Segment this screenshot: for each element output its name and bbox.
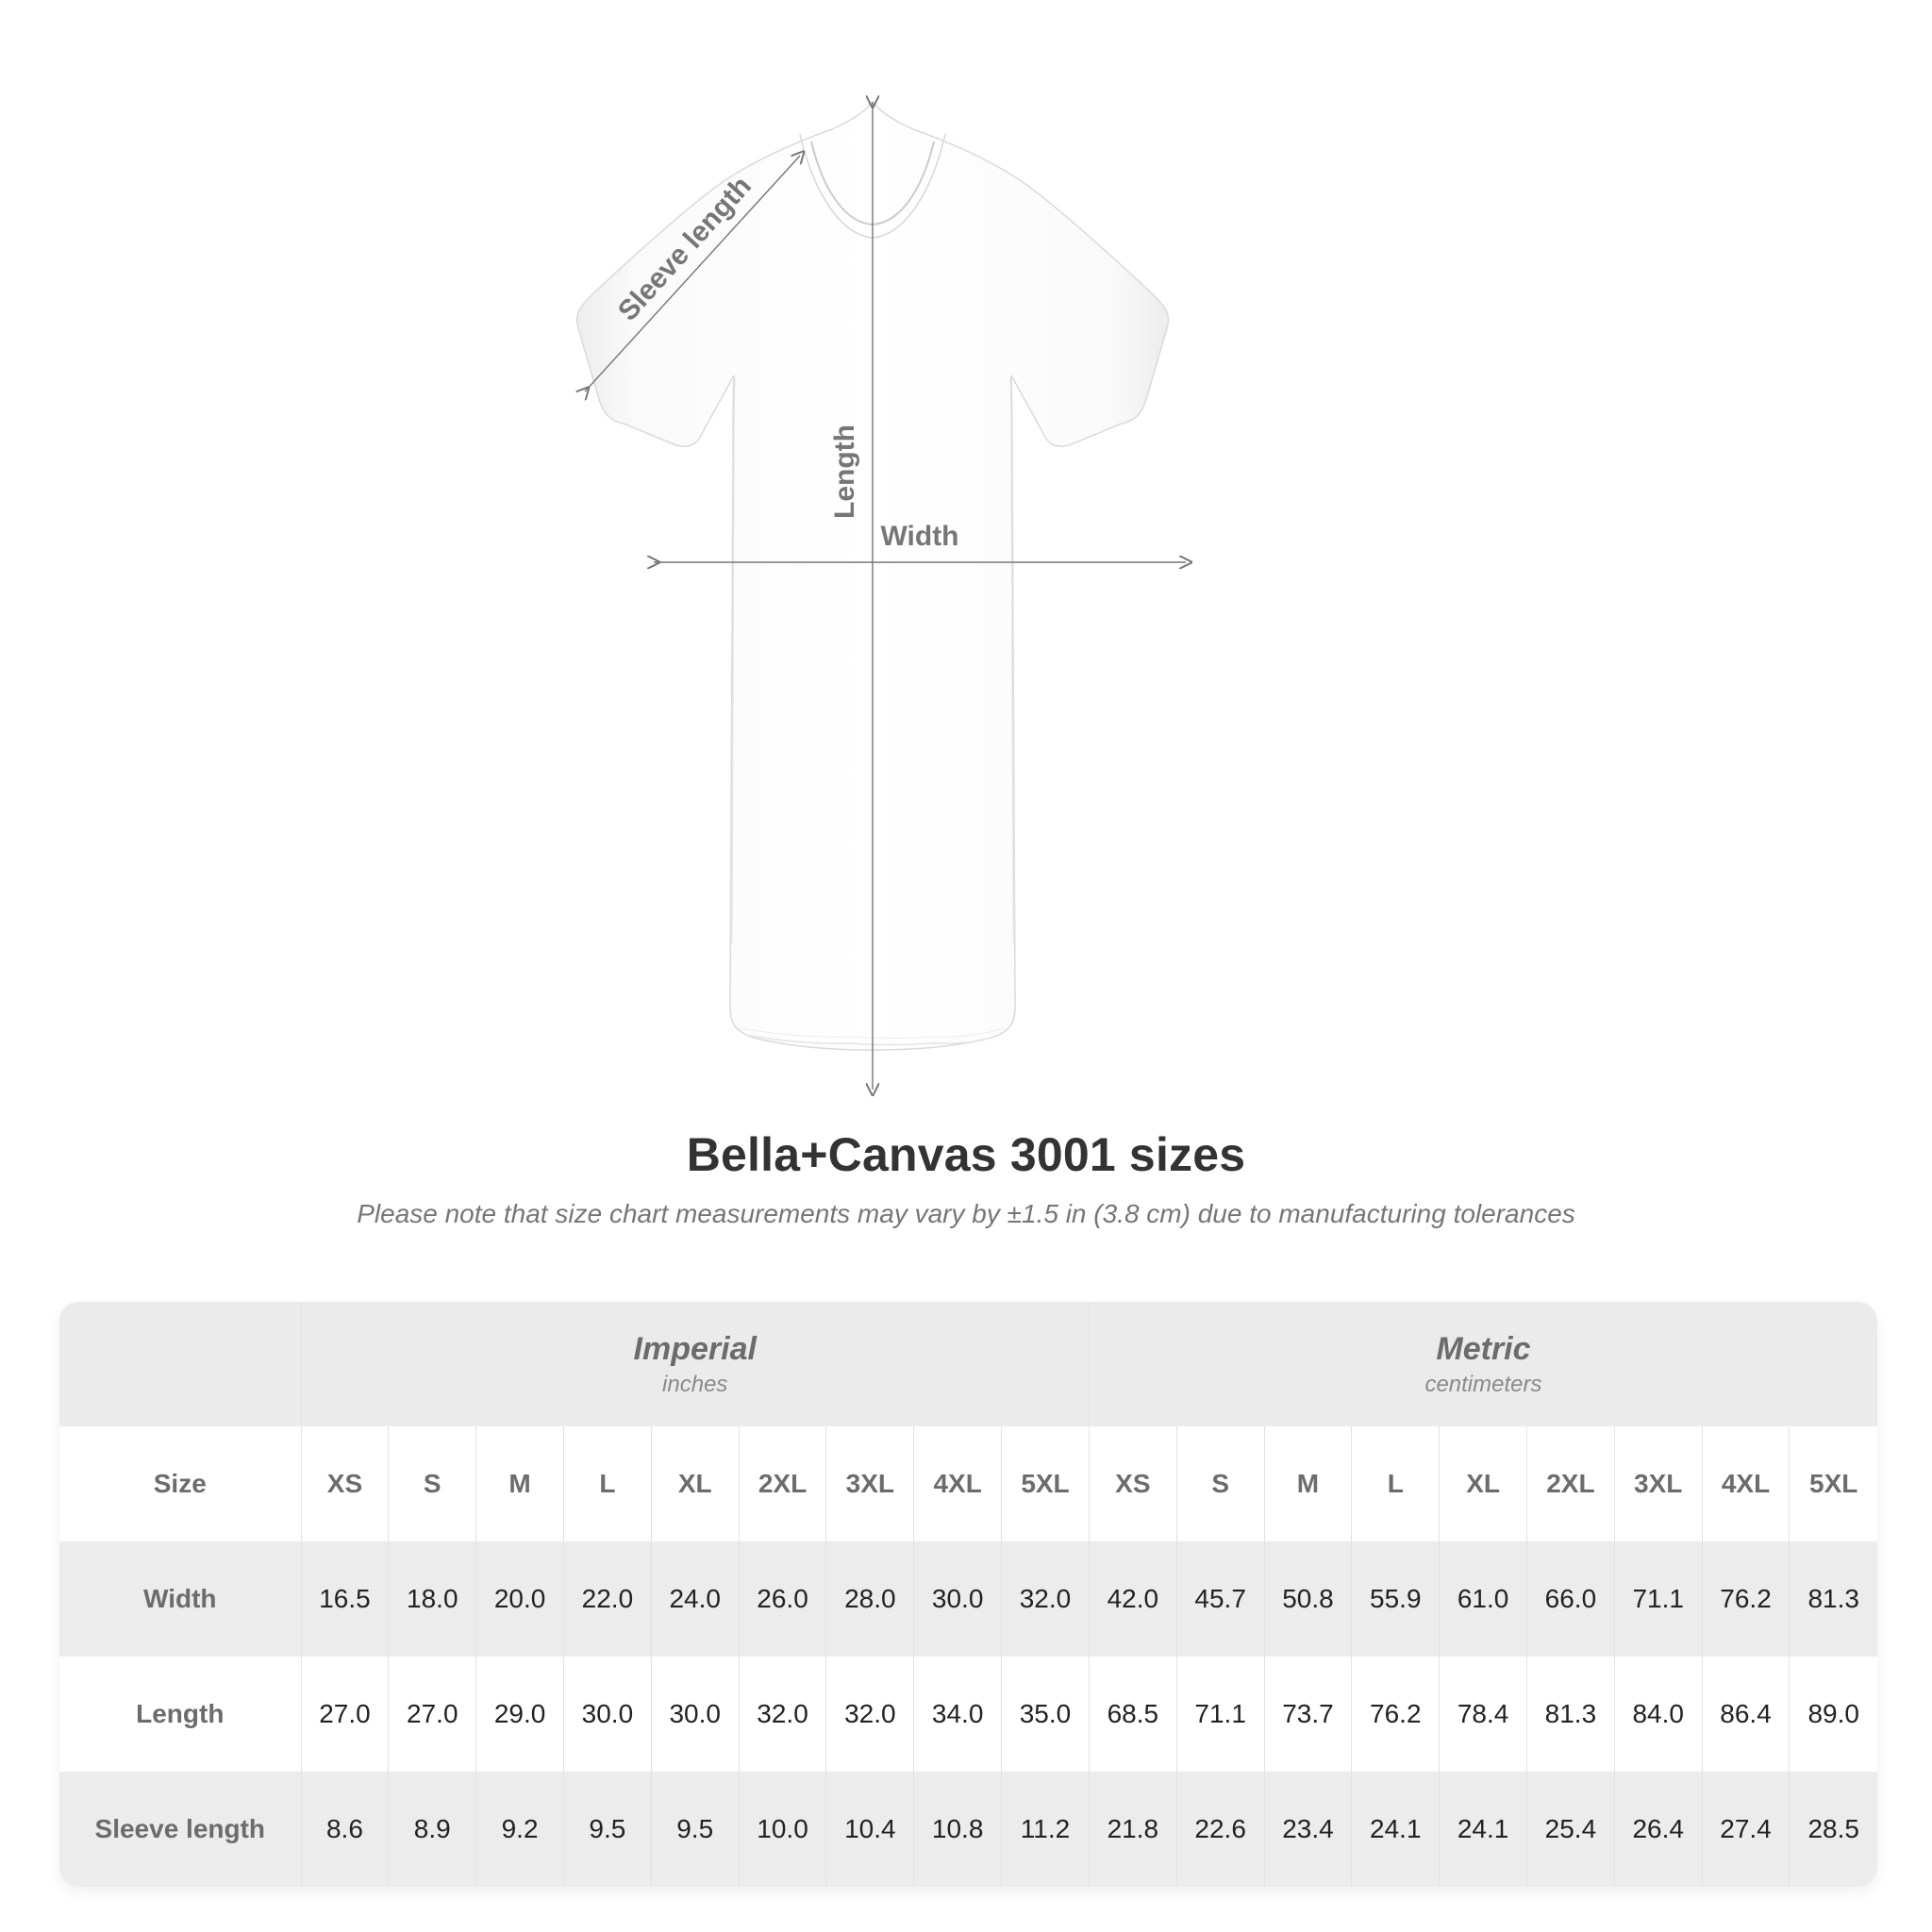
svg-text:Length: Length [829, 425, 860, 519]
svg-text:Width: Width [880, 521, 958, 552]
